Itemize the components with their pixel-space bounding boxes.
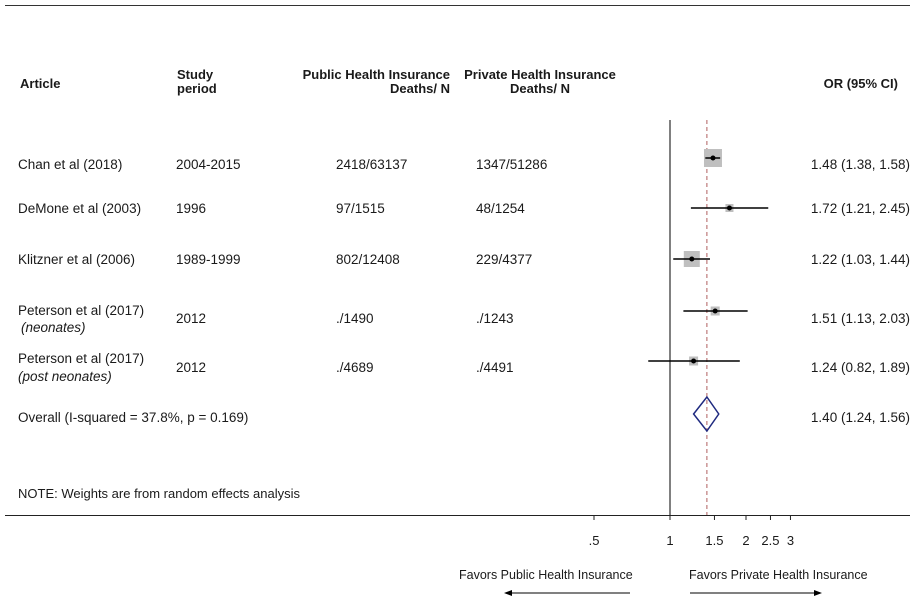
article-cell: Chan et al (2018) [18,157,123,172]
article-cell: DeMone et al (2003) [18,201,142,216]
x-tick-label: 2.5 [761,533,779,548]
header-public: Public Health Insurance Deaths/ N [302,67,450,96]
favors-right-label: Favors Private Health Insurance [689,568,868,582]
period-cell: 1989-1999 [176,252,241,267]
or-cell: 1.48 (1.38, 1.58) [810,157,910,172]
study-point [726,205,732,211]
header-private: Private Health Insurance Deaths/ N [464,67,616,96]
study-point [710,155,716,161]
header-or: OR (95% CI) [823,76,898,91]
public-cell: ./1490 [336,311,374,326]
public-cell: 802/12408 [336,252,400,267]
favors-left-arrow-head [504,590,512,596]
period-cell: 2012 [176,311,207,326]
x-tick-label: 3 [787,533,794,548]
x-tick-label: 2 [742,533,749,548]
x-tick-label: .5 [589,533,600,548]
article-cell: Peterson et al (2017) [18,303,145,318]
period-cell: 2004-2015 [176,157,241,172]
private-cell: ./4491 [476,360,514,375]
public-cell: 2418/63137 [336,157,408,172]
axis-baseline [5,515,910,516]
public-cell: 97/1515 [336,201,385,216]
period-cell: 2012 [176,360,207,375]
x-tick-label: 1.5 [705,533,723,548]
study-point [712,308,718,314]
overall-diamond [692,395,720,433]
or-cell: 1.51 (1.13, 2.03) [810,311,910,326]
private-cell: 48/1254 [476,201,525,216]
article-cell: Peterson et al (2017) [18,351,145,366]
private-cell: ./1243 [476,311,514,326]
article-cell: Klitzner et al (2006) [18,252,136,267]
article-sub-cell: (neonates) [21,320,86,335]
article-sub-cell: (post neonates) [18,369,112,384]
top-border [5,5,910,6]
x-tick-label: 1 [666,533,673,548]
or-cell: 1.24 (0.82, 1.89) [810,360,910,375]
favors-right-arrow-head [814,590,822,596]
overall-or-cell: 1.40 (1.24, 1.56) [810,410,910,425]
private-cell: 229/4377 [476,252,533,267]
period-cell: 1996 [176,201,207,216]
study-point [689,256,695,262]
or-cell: 1.72 (1.21, 2.45) [810,201,910,216]
header-article: Article [20,76,61,91]
favors-left-label: Favors Public Health Insurance [459,568,633,582]
note-text: NOTE: Weights are from random effects an… [18,486,301,501]
overall-label: Overall (I-squared = 37.8%, p = 0.169) [18,410,249,425]
private-cell: 1347/51286 [476,157,548,172]
study-point [691,358,697,364]
header-study-period: Study period [177,67,217,96]
or-cell: 1.22 (1.03, 1.44) [810,252,910,267]
public-cell: ./4689 [336,360,374,375]
